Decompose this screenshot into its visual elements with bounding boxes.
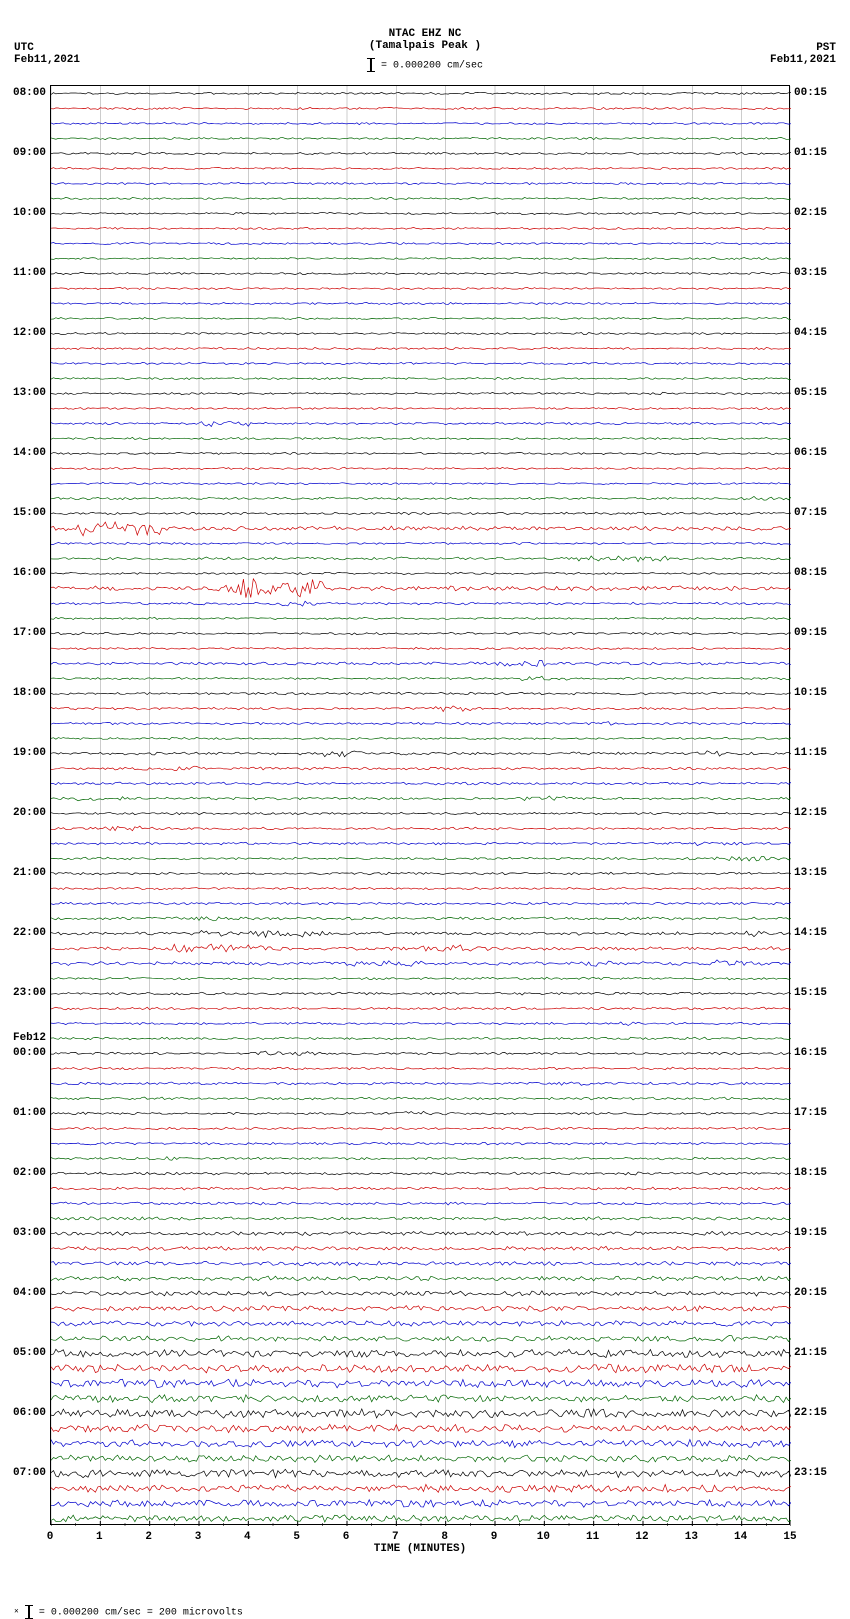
pst-time-label: 05:15 (794, 387, 827, 399)
pst-time-label: 03:15 (794, 267, 827, 279)
x-tick-label: 15 (783, 1531, 796, 1543)
x-tick-label: 12 (635, 1531, 648, 1543)
x-tick-label: 3 (195, 1531, 202, 1543)
pst-time-label: 11:15 (794, 747, 827, 759)
pst-time-label: 01:15 (794, 147, 827, 159)
utc-time-label: 06:00 (13, 1407, 46, 1419)
x-tick-label: 2 (145, 1531, 152, 1543)
pst-time-label: 14:15 (794, 927, 827, 939)
x-axis-title: TIME (MINUTES) (374, 1543, 466, 1555)
utc-time-label: Feb12 (13, 1032, 46, 1044)
pst-time-label: 10:15 (794, 687, 827, 699)
station-location: (Tamalpais Peak ) (367, 40, 483, 52)
x-tick-label: 14 (734, 1531, 747, 1543)
pst-time-label: 04:15 (794, 327, 827, 339)
pst-time-label: 02:15 (794, 207, 827, 219)
utc-time-label: 17:00 (13, 627, 46, 639)
x-axis: 0123456789101112131415 TIME (MINUTES) (50, 1525, 790, 1555)
x-tick-label: 5 (293, 1531, 300, 1543)
pst-date: Feb11,2021 (770, 54, 836, 66)
x-tick-label: 0 (47, 1531, 54, 1543)
scale-text: = 0.000200 cm/sec (381, 61, 483, 72)
utc-time-label: 16:00 (13, 567, 46, 579)
utc-time-label: 13:00 (13, 387, 46, 399)
pst-time-label: 09:15 (794, 627, 827, 639)
chart-header: UTC Feb11,2021 NTAC EHZ NC (Tamalpais Pe… (0, 0, 850, 80)
x-tick-label: 4 (244, 1531, 251, 1543)
pst-time-label: 07:15 (794, 507, 827, 519)
header-left: UTC Feb11,2021 (14, 42, 80, 66)
utc-time-label: 21:00 (13, 867, 46, 879)
seismogram-svg (51, 86, 791, 1526)
utc-time-label: 08:00 (13, 87, 46, 99)
pst-time-label: 13:15 (794, 867, 827, 879)
pst-time-label: 22:15 (794, 1407, 827, 1419)
pst-time-label: 18:15 (794, 1167, 827, 1179)
utc-time-label: 02:00 (13, 1167, 46, 1179)
pst-time-label: 19:15 (794, 1227, 827, 1239)
utc-time-label: 04:00 (13, 1287, 46, 1299)
x-tick-label: 9 (491, 1531, 498, 1543)
x-tick-label: 13 (685, 1531, 698, 1543)
pst-time-label: 08:15 (794, 567, 827, 579)
plot-region (50, 85, 790, 1525)
utc-time-label: 12:00 (13, 327, 46, 339)
pst-time-label: 12:15 (794, 807, 827, 819)
scale-indicator: = 0.000200 cm/sec (367, 58, 483, 72)
utc-time-label: 03:00 (13, 1227, 46, 1239)
utc-date: Feb11,2021 (14, 54, 80, 66)
utc-time-label: 23:00 (13, 987, 46, 999)
utc-time-label: 19:00 (13, 747, 46, 759)
pst-time-label: 17:15 (794, 1107, 827, 1119)
x-tick-label: 6 (343, 1531, 350, 1543)
utc-time-label: 20:00 (13, 807, 46, 819)
header-right: PST Feb11,2021 (770, 42, 836, 66)
x-tick-label: 8 (441, 1531, 448, 1543)
utc-time-label: 10:00 (13, 207, 46, 219)
seismogram-chart: 08:00 09:00 10:00 11:00 12:00 13:00 14:00 15:00… (0, 85, 850, 1555)
pst-time-label: 16:15 (794, 1047, 827, 1059)
pst-time-label: 06:15 (794, 447, 827, 459)
station-code: NTAC EHZ NC (367, 28, 483, 40)
pst-time-label: 15:15 (794, 987, 827, 999)
footer: × = 0.000200 cm/sec = 200 microvolts (0, 1605, 850, 1619)
header-center: NTAC EHZ NC (Tamalpais Peak ) = 0.000200… (367, 28, 483, 72)
utc-time-label: 05:00 (13, 1347, 46, 1359)
utc-time-label: 14:00 (13, 447, 46, 459)
pst-time-label: 20:15 (794, 1287, 827, 1299)
pst-label: PST (770, 42, 836, 54)
x-tick-label: 1 (96, 1531, 103, 1543)
utc-time-label: 15:00 (13, 507, 46, 519)
footer-text: = 0.000200 cm/sec = 200 microvolts (39, 1608, 243, 1619)
x-tick-label: 11 (586, 1531, 599, 1543)
utc-time-label: 00:00 (13, 1047, 46, 1059)
pst-time-label: 23:15 (794, 1467, 827, 1479)
x-tick-label: 10 (537, 1531, 550, 1543)
x-tick-label: 7 (392, 1531, 399, 1543)
utc-time-label: 22:00 (13, 927, 46, 939)
utc-time-label: 18:00 (13, 687, 46, 699)
utc-time-label: 07:00 (13, 1467, 46, 1479)
utc-time-label: 01:00 (13, 1107, 46, 1119)
pst-time-label: 00:15 (794, 87, 827, 99)
utc-time-label: 09:00 (13, 147, 46, 159)
pst-time-label: 21:15 (794, 1347, 827, 1359)
utc-time-label: 11:00 (13, 267, 46, 279)
utc-label: UTC (14, 42, 80, 54)
